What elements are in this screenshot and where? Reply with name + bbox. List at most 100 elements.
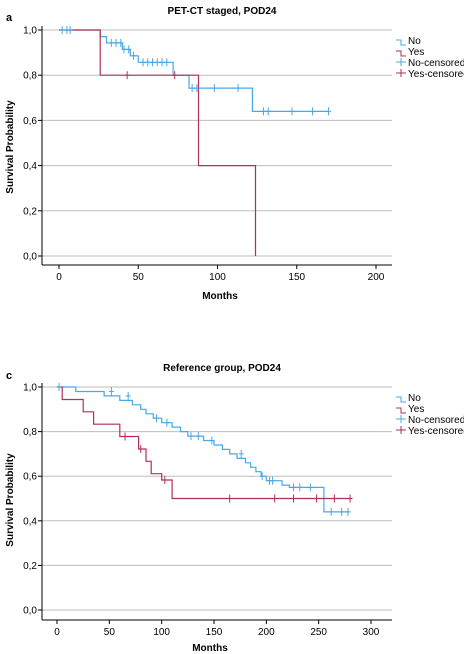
panel-c-letter: c — [6, 370, 12, 382]
x-tick-label: 300 — [363, 627, 380, 638]
panel-a-x-ticks: 0 50 100 150 200 — [56, 265, 385, 283]
censor-mark-no — [345, 507, 351, 516]
censor-mark-yes — [347, 494, 353, 503]
y-tick-label: 0,6 — [23, 116, 37, 127]
censor-mark-no — [235, 84, 241, 93]
censor-mark-no — [259, 472, 265, 481]
x-tick-label: 0 — [56, 272, 62, 283]
y-tick-label: 0,8 — [23, 427, 37, 438]
legend-label: No-censored — [408, 58, 464, 69]
censor-mark-no — [67, 26, 73, 34]
legend-label: Yes-censored — [408, 69, 464, 80]
y-tick-label: 0,4 — [23, 516, 37, 527]
censor-mark-no — [265, 107, 271, 116]
censor-mark-yes — [331, 494, 337, 503]
censor-mark-no — [159, 58, 165, 67]
y-tick-label: 0,6 — [23, 472, 37, 483]
panel-c-series — [56, 383, 353, 516]
panel-a-title: PET-CT staged, POD24 — [168, 6, 277, 17]
panel-a-series — [59, 26, 331, 256]
legend-item: Yes — [396, 47, 424, 58]
panel-c: c Reference group, POD24 Months Survival… — [5, 363, 464, 654]
censor-mark-no — [328, 507, 334, 516]
censor-mark-no — [145, 58, 151, 67]
legend-item: Yes-censored — [396, 426, 464, 437]
x-tick-label: 50 — [104, 627, 116, 638]
legend-swatch — [396, 396, 406, 403]
censor-mark-no — [164, 418, 170, 427]
censor-mark-no — [108, 387, 114, 396]
censor-mark-no — [195, 432, 201, 441]
panel-a-axes — [41, 26, 392, 266]
panel-a: a PET-CT staged, POD24 Months Survival P… — [5, 6, 464, 302]
censor-mark-no — [140, 58, 146, 67]
censor-mark-no — [238, 449, 244, 458]
x-tick-label: 0 — [54, 627, 60, 638]
censor-mark-no — [211, 84, 217, 93]
panel-a-y-label: Survival Probability — [5, 100, 16, 194]
censor-mark-no — [188, 432, 194, 441]
y-tick-label: 0,0 — [23, 606, 37, 617]
survival-curve-no — [59, 29, 329, 113]
x-tick-label: 200 — [368, 272, 385, 283]
legend-item: No — [396, 393, 421, 404]
legend-item: No-censored — [396, 415, 464, 426]
censor-mark-no — [125, 391, 131, 400]
censor-mark-yes — [272, 494, 278, 503]
x-tick-label: 100 — [209, 272, 226, 283]
y-tick-label: 1,0 — [23, 383, 37, 394]
legend-label: No — [408, 393, 421, 404]
x-tick-label: 100 — [153, 627, 170, 638]
panel-a-letter: a — [6, 12, 13, 24]
x-tick-label: 200 — [258, 627, 275, 638]
censor-mark-yes — [291, 494, 297, 503]
legend-label: No-censored — [408, 415, 464, 426]
legend-item: No-censored — [396, 58, 464, 69]
censor-mark-no — [189, 84, 195, 93]
censor-mark-no — [121, 45, 127, 54]
y-tick-label: 0,2 — [23, 206, 37, 217]
x-tick-label: 150 — [206, 627, 223, 638]
y-tick-label: 0,8 — [23, 71, 37, 82]
legend-swatch — [396, 39, 406, 46]
panel-c-title: Reference group, POD24 — [163, 363, 281, 374]
legend-swatch — [396, 407, 406, 414]
censor-mark-no — [209, 436, 215, 445]
censor-mark-no — [194, 84, 200, 93]
panel-c-y-label: Survival Probability — [5, 453, 16, 547]
censor-mark-no — [310, 107, 316, 116]
censor-mark-yes — [162, 475, 168, 484]
legend-swatch — [396, 50, 406, 57]
panel-c-x-ticks: 0 50 100 150 200 250 300 — [54, 620, 380, 638]
censor-mark-no — [325, 107, 331, 116]
censor-mark-no — [130, 51, 136, 60]
censor-mark-yes — [122, 432, 128, 441]
censor-mark-no — [297, 483, 303, 492]
censor-mark-yes — [124, 71, 130, 80]
panel-c-gridlines — [42, 386, 392, 611]
legend-label: No — [408, 36, 421, 47]
censor-mark-yes — [227, 494, 233, 503]
censor-mark-no — [113, 38, 119, 47]
panel-a-y-ticks: 0,0 0,2 0,4 0,6 0,8 1,0 — [23, 26, 42, 263]
censor-mark-no — [270, 476, 276, 485]
censor-mark-yes — [172, 71, 178, 80]
censor-mark-no — [126, 45, 132, 54]
x-tick-label: 150 — [288, 272, 305, 283]
censor-mark-no — [289, 107, 295, 116]
y-tick-label: 0,0 — [23, 252, 37, 263]
censor-mark-no — [154, 58, 160, 67]
censor-mark-yes — [314, 494, 320, 503]
y-tick-label: 1,0 — [23, 26, 37, 37]
x-tick-label: 250 — [310, 627, 327, 638]
survival-curve-yes — [57, 386, 351, 500]
censor-mark-no — [291, 483, 297, 492]
censor-mark-no — [153, 414, 159, 423]
panel-c-axes — [41, 383, 392, 621]
legend-item: Yes-censored — [396, 69, 464, 80]
censor-mark-yes — [138, 444, 144, 453]
legend-label: Yes-censored — [408, 426, 464, 437]
survival-curve-yes — [59, 29, 257, 256]
